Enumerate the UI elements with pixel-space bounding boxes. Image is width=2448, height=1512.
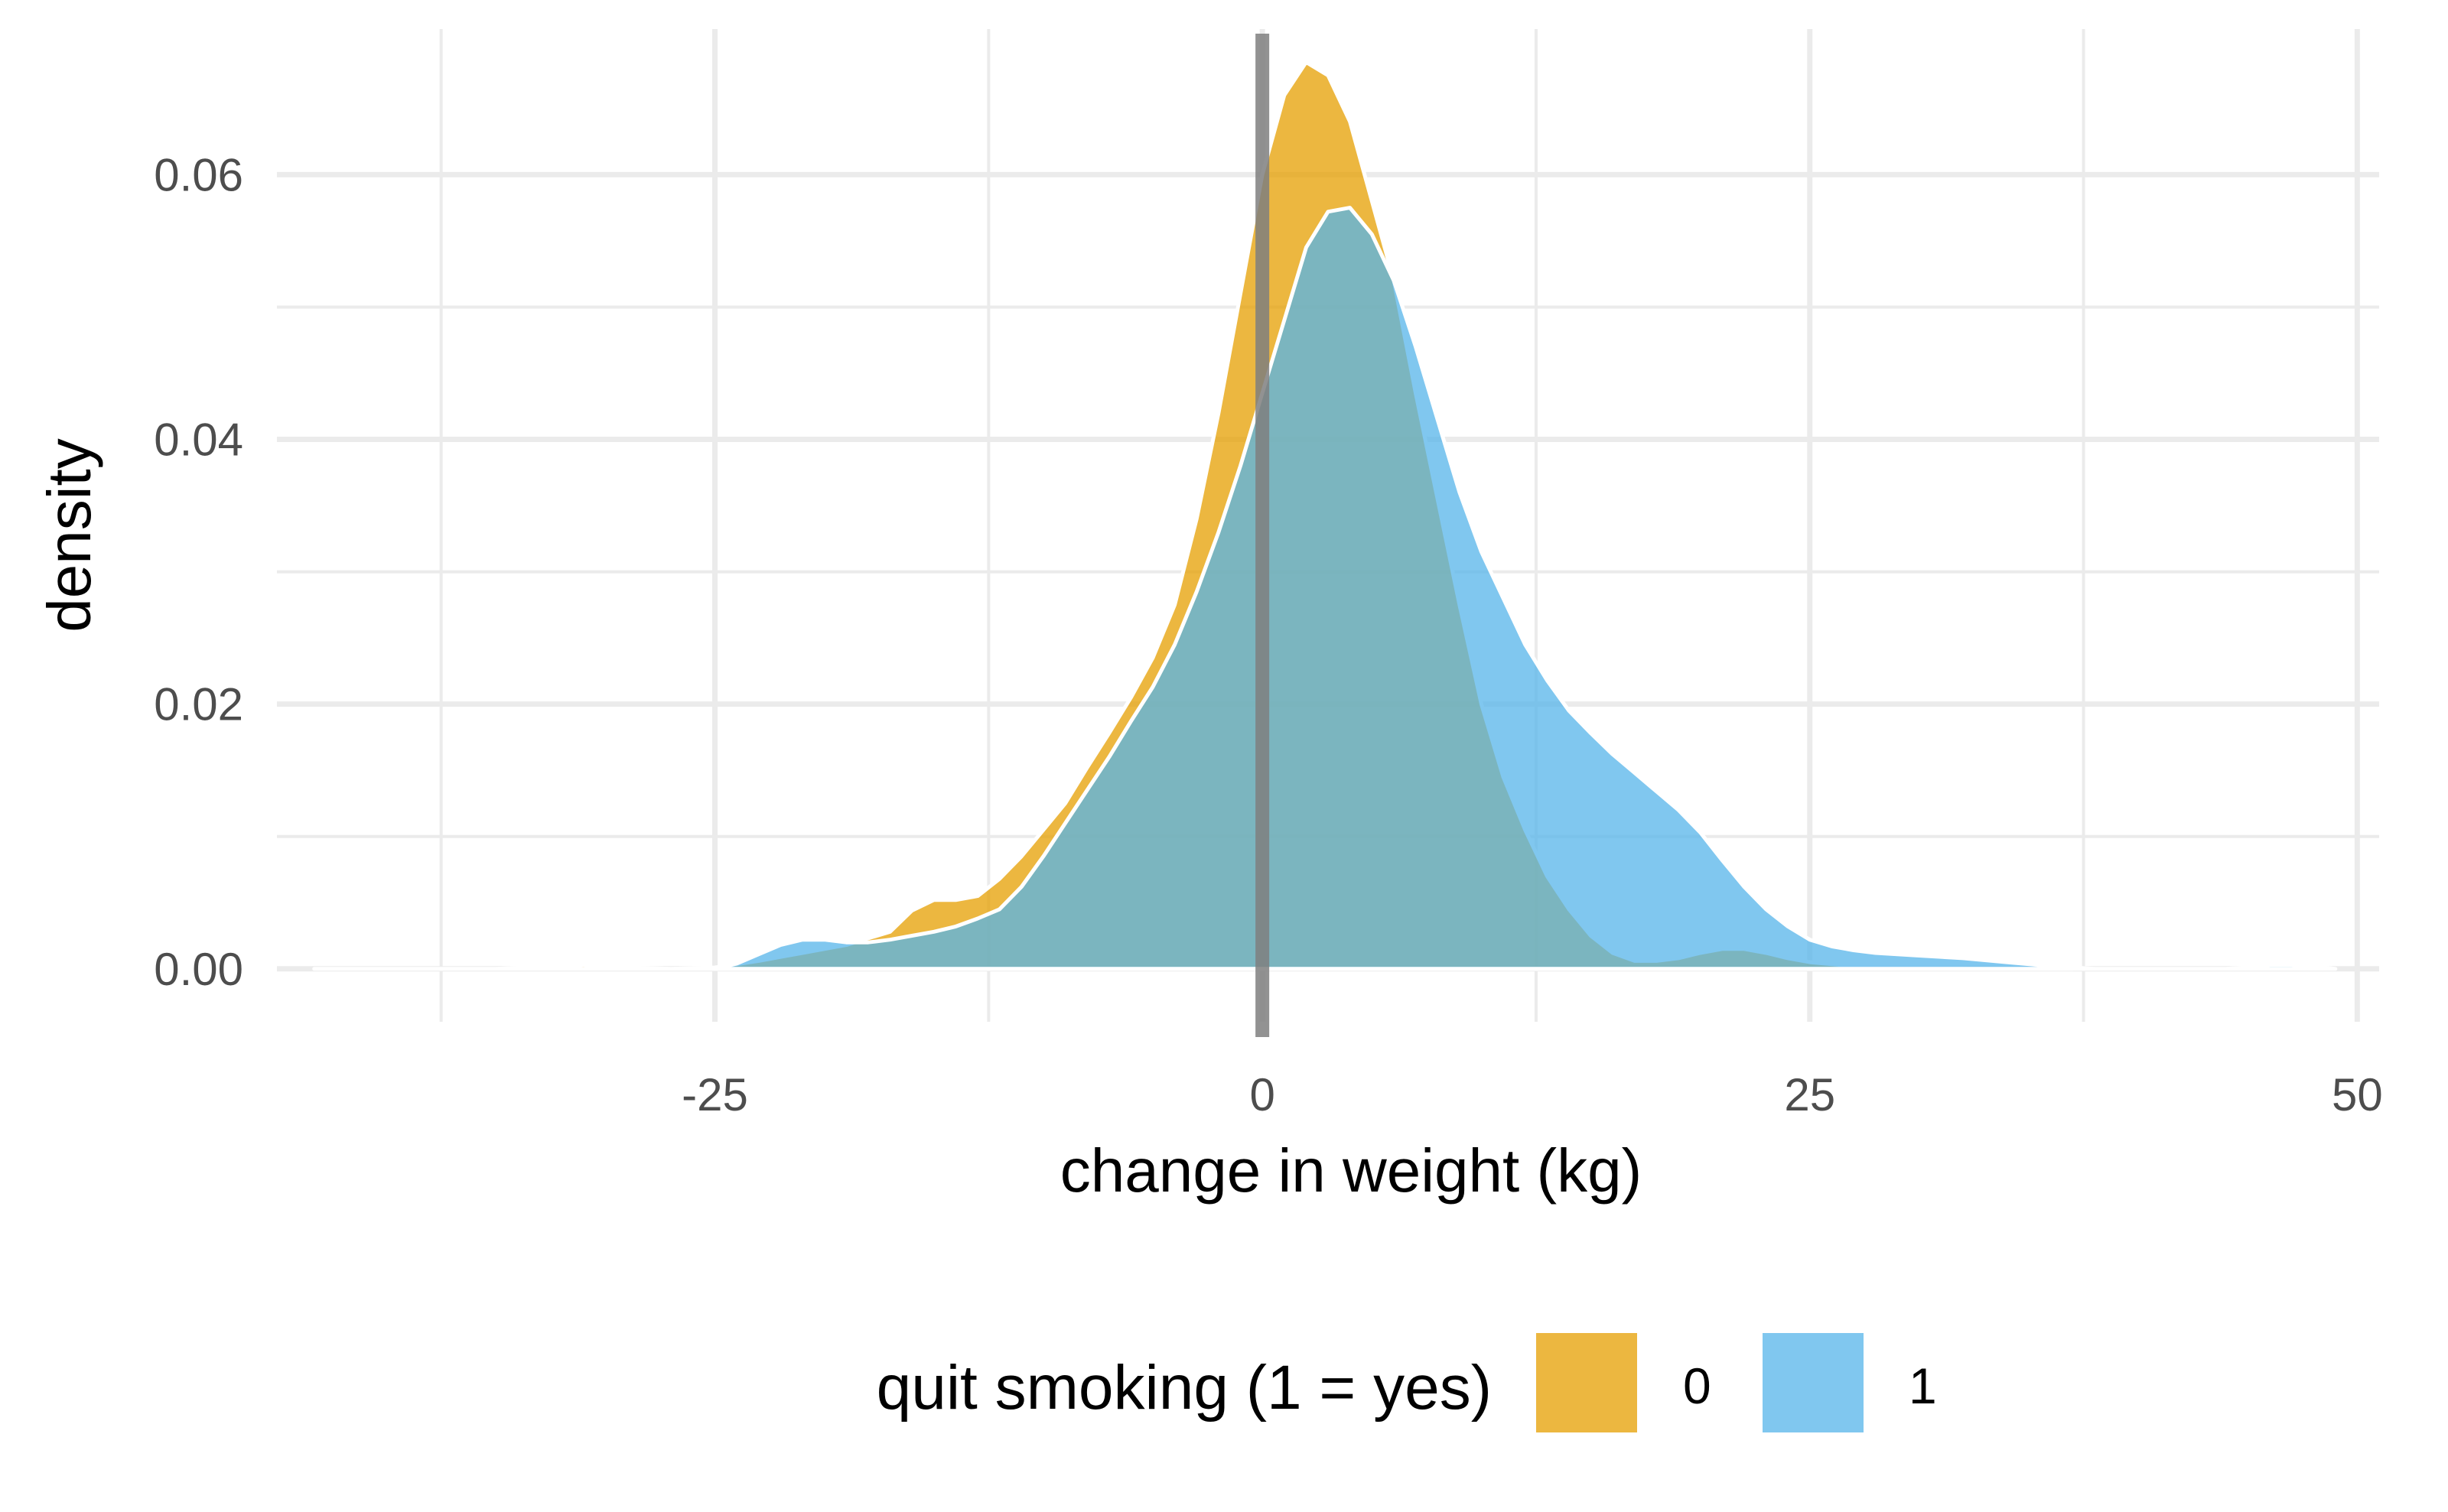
legend-swatch-1	[1763, 1333, 1864, 1432]
y-tick-label: 0.02	[154, 679, 243, 730]
y-tick-labels: 0.00 0.02 0.04 0.06	[154, 149, 243, 994]
legend-label-1: 1	[1909, 1358, 1937, 1414]
x-tick-label: -25	[682, 1069, 748, 1120]
legend: quit smoking (1 = yes) 0 1	[877, 1333, 1937, 1432]
legend-title: quit smoking (1 = yes)	[877, 1353, 1492, 1423]
x-tick-labels: -25 0 25 50	[682, 1069, 2383, 1120]
x-tick-label: 25	[1784, 1069, 1835, 1120]
x-tick-label: 0	[1249, 1069, 1274, 1120]
y-tick-label: 0.04	[154, 415, 243, 466]
x-axis-title: change in weight (kg)	[1060, 1136, 1642, 1205]
y-tick-label: 0.06	[154, 149, 243, 200]
y-tick-label: 0.00	[154, 944, 243, 995]
x-tick-label: 50	[2332, 1069, 2383, 1120]
y-axis-title: density	[35, 438, 103, 632]
density-area-series-1	[713, 206, 2338, 971]
legend-label-0: 0	[1683, 1358, 1711, 1414]
legend-swatch-0	[1536, 1333, 1637, 1432]
density-areas	[312, 60, 2338, 971]
